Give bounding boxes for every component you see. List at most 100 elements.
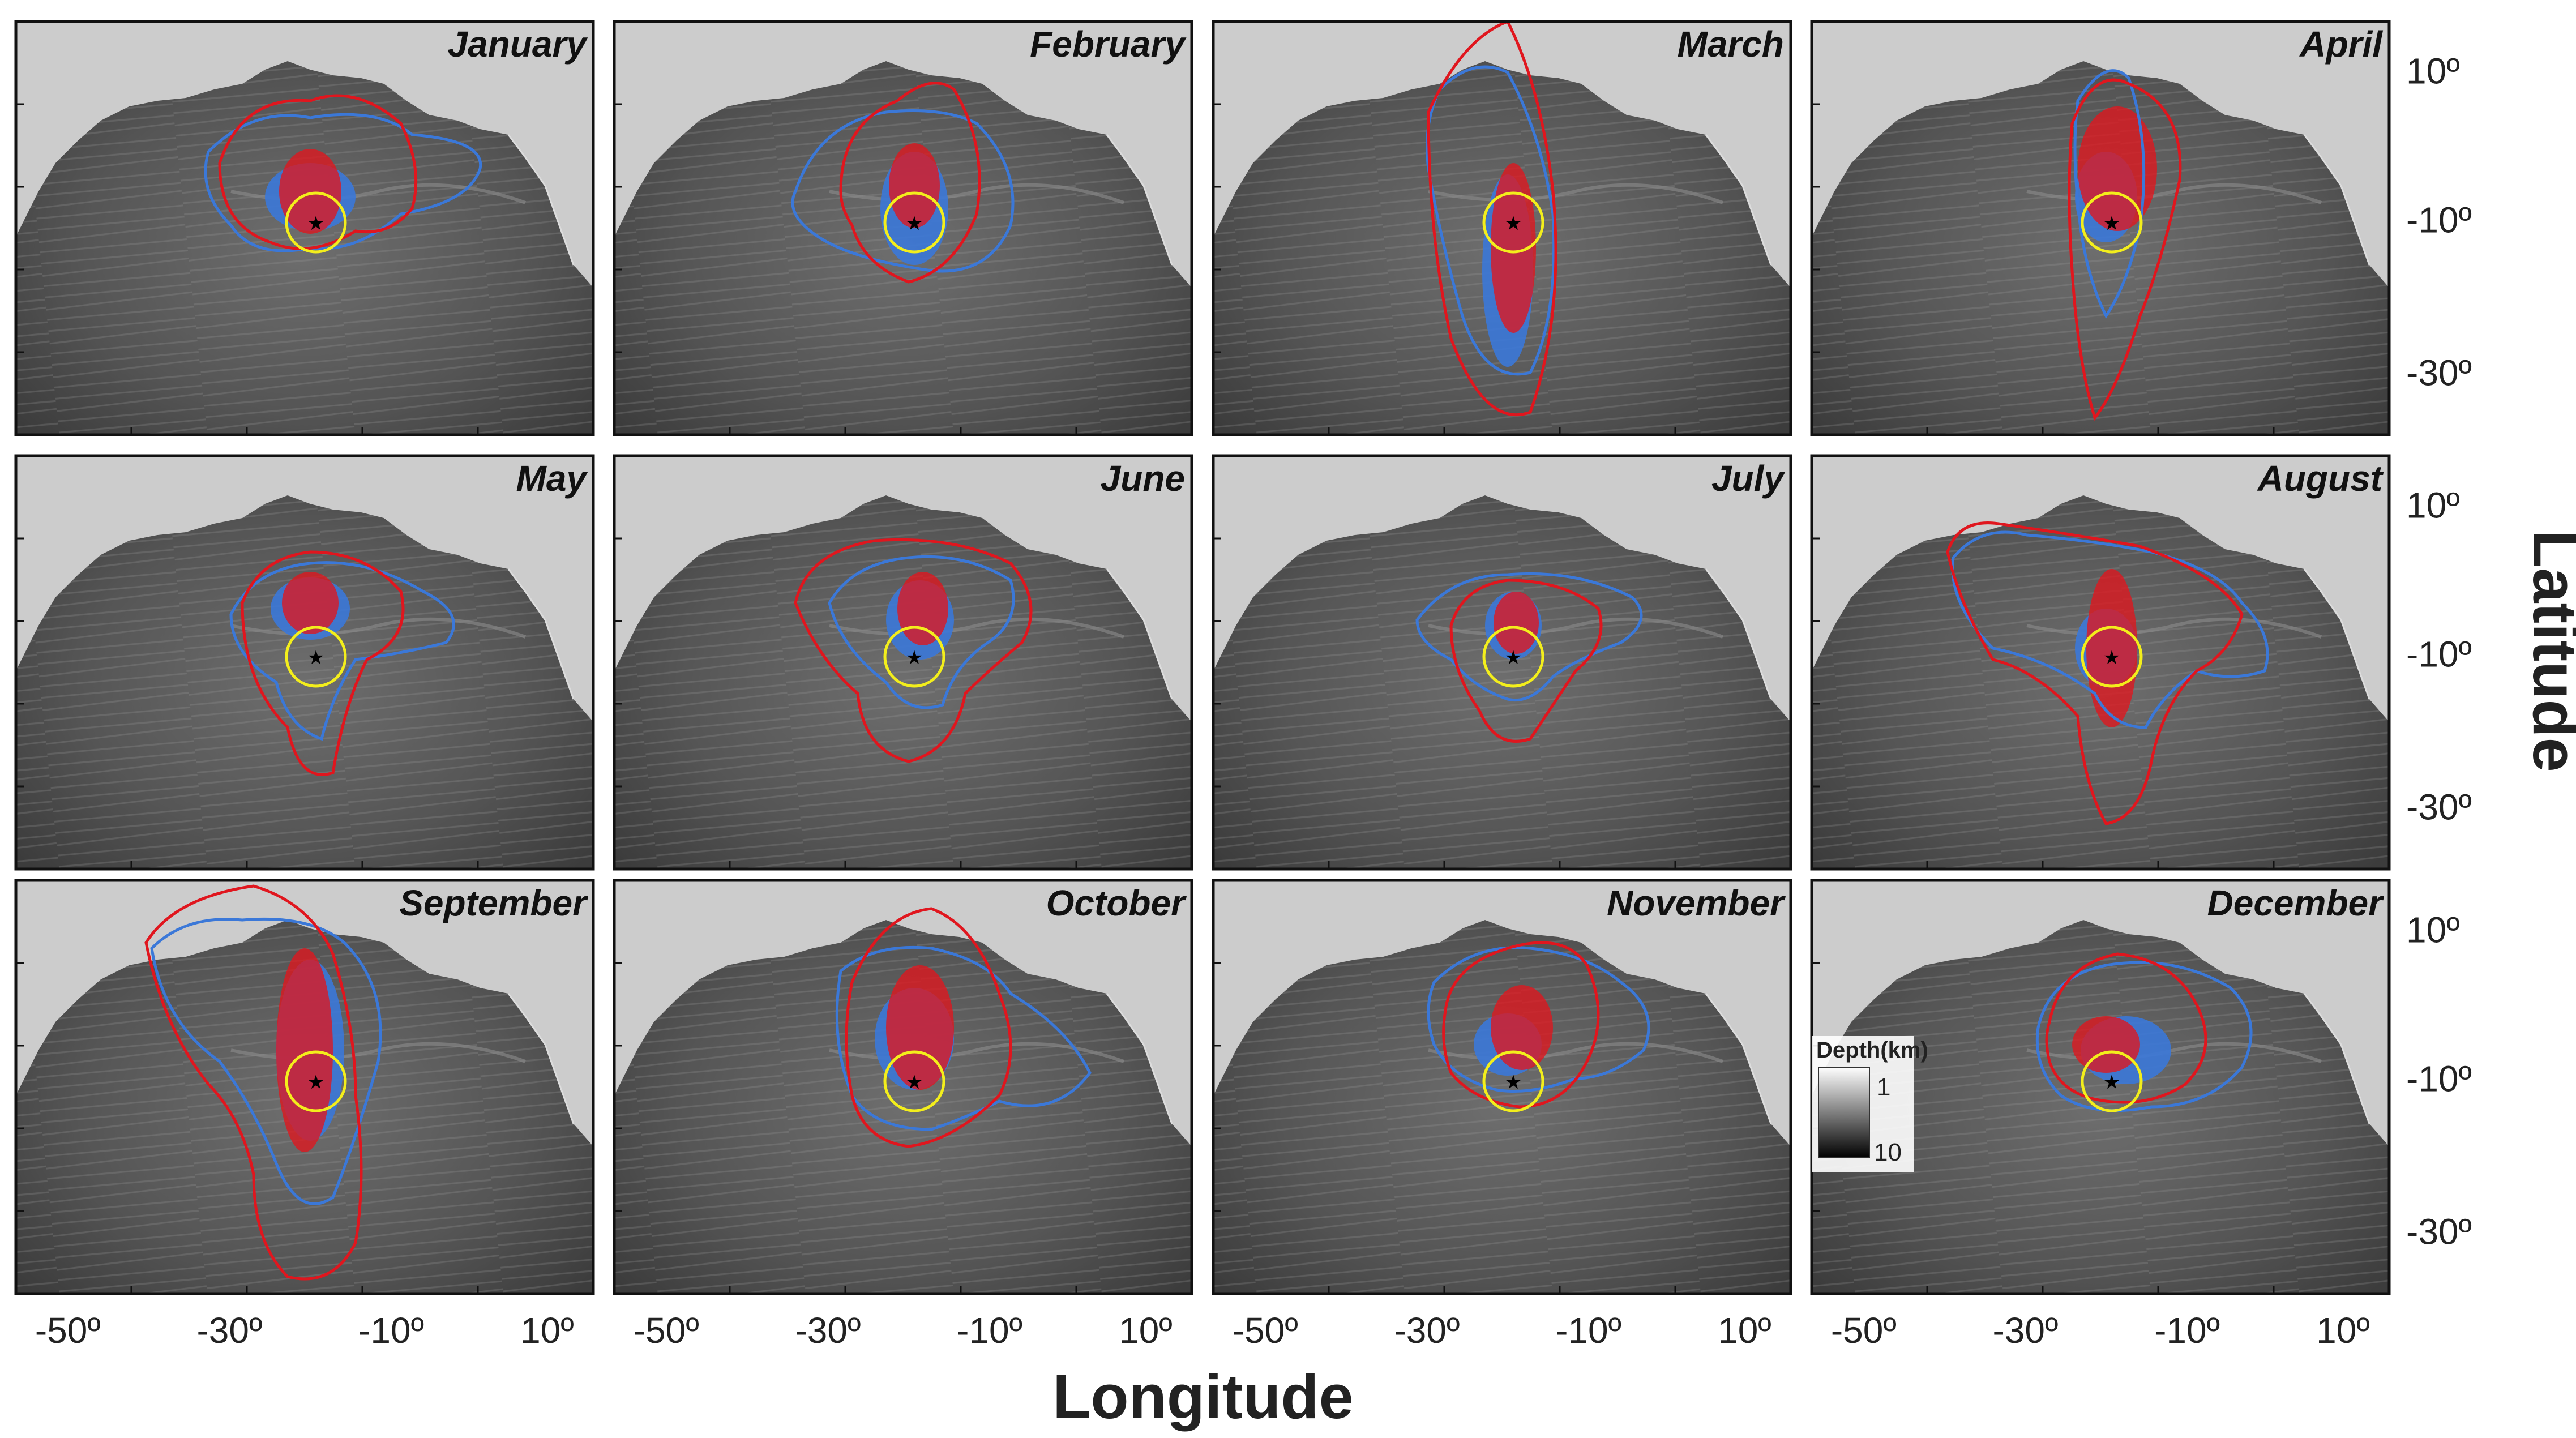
map-panel-april: ★ April <box>1810 20 2391 436</box>
coastline <box>1106 993 1173 1124</box>
map-panel-november: ★ November <box>1212 879 1792 1295</box>
release-site-star: ★ <box>906 1072 923 1093</box>
red-density-contour <box>794 538 1033 763</box>
map-panel-september: ★ September <box>14 879 595 1295</box>
release-site-circle <box>285 626 347 688</box>
x-tick-label: -30º <box>795 1310 861 1351</box>
release-site-star: ★ <box>2103 213 2120 234</box>
legend-max-label: 10 <box>1874 1139 1902 1166</box>
map-panel-july: ★ July <box>1212 454 1792 871</box>
map-panel-august: ★ August <box>1810 454 2391 871</box>
blue-density-contour <box>1427 946 1650 1093</box>
coastline <box>507 993 575 1124</box>
y-axis-title: Latitude <box>2520 530 2576 772</box>
coastal-shelf <box>1213 456 1791 722</box>
release-site-star: ★ <box>307 213 324 234</box>
red-density-core <box>279 149 341 234</box>
y-tick-label: -10º <box>2406 634 2472 674</box>
y-tick-label: -10º <box>2406 199 2472 240</box>
x-tick-label: -30º <box>196 1310 262 1351</box>
red-density-contour <box>839 82 981 284</box>
panel-frame <box>1810 454 2391 871</box>
panel-month-title: April <box>2299 24 2383 65</box>
land-area <box>1812 22 2389 288</box>
land-area <box>614 456 1192 722</box>
blue-density-contour <box>2035 961 2253 1112</box>
panel-month-title: October <box>1046 883 1187 923</box>
x-tick-label: -10º <box>957 1310 1022 1351</box>
release-site-star: ★ <box>1505 647 1522 669</box>
x-axis-title: Longitude <box>1052 1362 1354 1432</box>
release-site-star: ★ <box>307 647 324 669</box>
legend-min-label: 1 <box>1877 1073 1890 1101</box>
ridge-line <box>2026 1042 2322 1063</box>
panel-frame <box>14 20 595 436</box>
coastal-shelf <box>614 880 1192 1146</box>
blue-density-contour <box>204 113 482 252</box>
x-tick-label: -30º <box>1992 1310 2058 1351</box>
red-density-core <box>276 948 333 1152</box>
panel-month-title: September <box>399 883 588 923</box>
ridge-line <box>1428 183 1724 204</box>
panel-frame <box>1212 879 1792 1295</box>
red-density-contour <box>218 94 418 250</box>
map-panel-january: ★ January <box>14 20 595 436</box>
blue-density-contour <box>791 109 1015 273</box>
release-site-star: ★ <box>1505 1072 1522 1093</box>
blue-density-contour <box>150 917 382 1205</box>
coastal-shelf <box>1812 456 2389 722</box>
red-density-core <box>2078 106 2157 231</box>
coastline <box>1705 568 1772 700</box>
y-tick-label: -30º <box>2406 353 2472 393</box>
release-site-circle <box>285 191 347 254</box>
red-density-core <box>886 965 954 1090</box>
blue-density-contour <box>229 561 455 741</box>
release-site-circle <box>2081 1050 2143 1112</box>
release-site-circle <box>1482 191 1544 254</box>
coastal-shelf <box>1812 22 2389 288</box>
x-tick-label: 10º <box>2316 1310 2370 1351</box>
red-density-core <box>2072 1016 2140 1073</box>
red-density-core <box>1494 592 1539 654</box>
blue-density-contour <box>2073 69 2146 319</box>
panel-frame <box>1212 454 1792 871</box>
panel-month-title: March <box>1678 24 1785 65</box>
land-area <box>16 22 593 288</box>
land-area <box>1213 456 1791 722</box>
blue-density-contour <box>1951 530 2269 729</box>
x-tick-label: -10º <box>2154 1310 2220 1351</box>
x-tick-label: 10º <box>520 1310 574 1351</box>
release-site-star: ★ <box>2103 647 2120 669</box>
panel-month-title: November <box>1607 883 1786 923</box>
coastline <box>1705 993 1772 1124</box>
panel-month-title: June <box>1101 458 1185 499</box>
blue-density-contour <box>1415 572 1643 702</box>
y-tick-label: 10º <box>2406 485 2460 526</box>
panel-month-title: August <box>2257 458 2384 499</box>
x-tick-label: -50º <box>634 1310 699 1351</box>
release-site-circle <box>883 191 945 254</box>
land-area <box>614 880 1192 1146</box>
release-site-circle <box>2081 626 2143 688</box>
ridge-line <box>829 617 1125 639</box>
panel-frame <box>613 879 1193 1295</box>
red-density-contour <box>1442 941 1600 1109</box>
coastline <box>507 568 575 700</box>
release-site-circle <box>1482 1050 1544 1112</box>
coastline <box>2303 568 2370 700</box>
land-area <box>1213 880 1791 1146</box>
panel-frame <box>613 454 1193 871</box>
ridge-line <box>1428 617 1724 639</box>
coastal-shelf <box>1812 880 2389 1146</box>
land-area <box>16 880 593 1146</box>
coastline <box>1106 134 1173 266</box>
map-panel-march: ★ March <box>1212 20 1792 436</box>
release-site-circle <box>883 626 945 688</box>
coastal-shelf <box>1213 22 1791 288</box>
legend-title: Depth(km) <box>1816 1038 1928 1063</box>
y-tick-label: -30º <box>2406 1212 2472 1252</box>
red-density-contour <box>144 884 363 1281</box>
red-density-contour <box>845 907 1012 1148</box>
land-area <box>1812 456 2389 722</box>
